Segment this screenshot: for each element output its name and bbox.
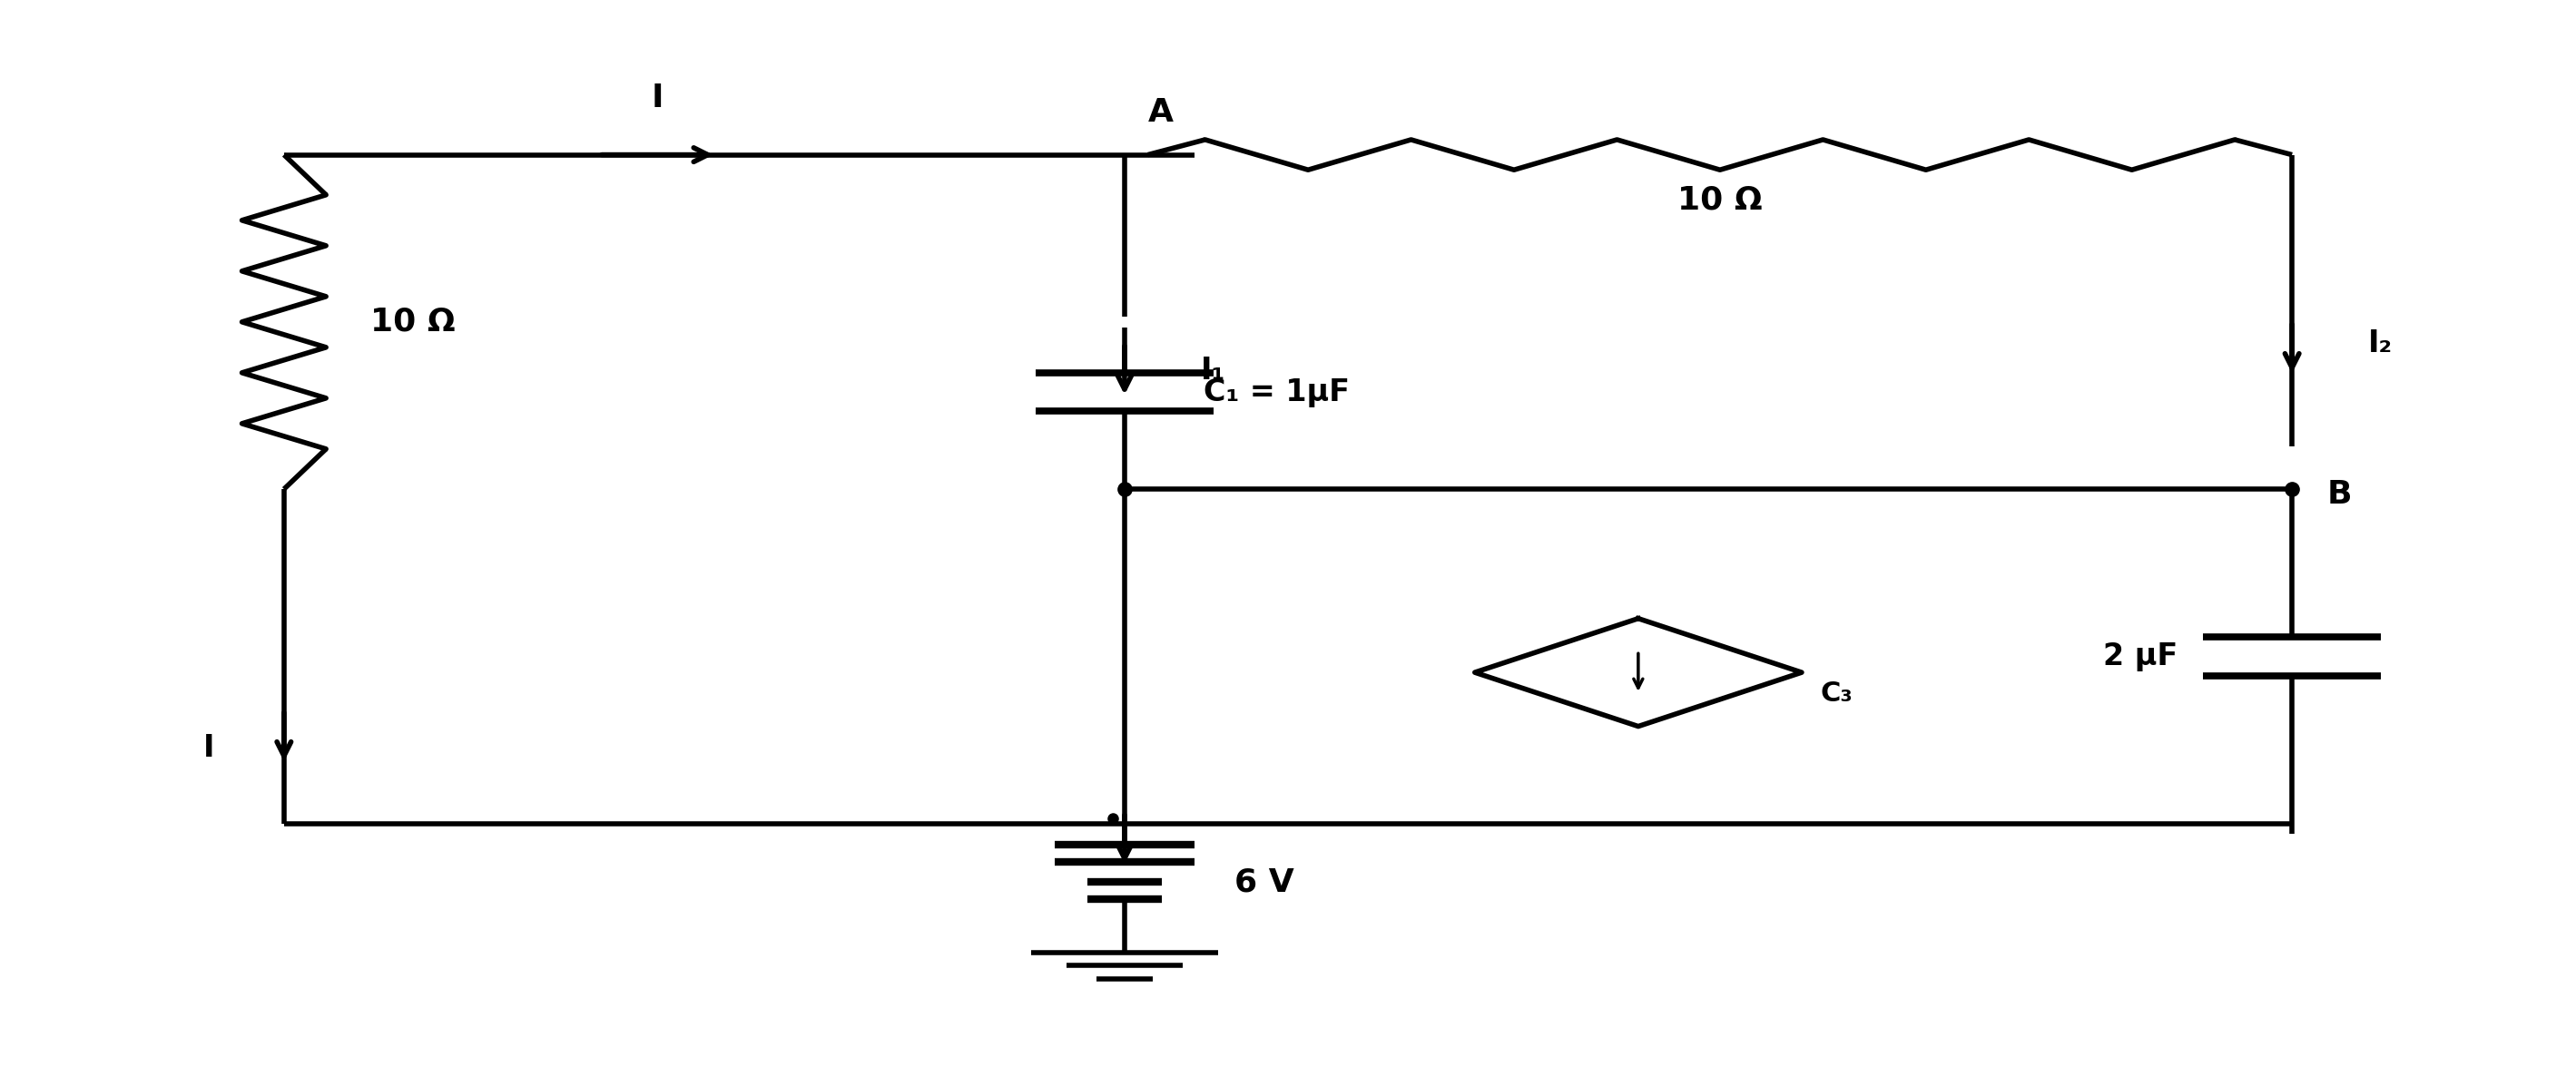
Text: I: I: [204, 733, 214, 762]
Text: I₁: I₁: [1200, 355, 1226, 386]
Text: A: A: [1149, 97, 1172, 128]
Text: C₁ = 1μF: C₁ = 1μF: [1203, 377, 1350, 407]
Text: 2 μF: 2 μF: [2102, 641, 2177, 671]
Text: I₂: I₂: [2367, 329, 2393, 358]
Text: B: B: [2326, 479, 2352, 510]
Text: 6 V: 6 V: [1234, 868, 1296, 898]
Text: C₃: C₃: [1821, 681, 1852, 707]
Text: 10 Ω: 10 Ω: [371, 306, 456, 338]
Text: 10 Ω: 10 Ω: [1677, 185, 1762, 215]
Text: I: I: [652, 83, 665, 114]
